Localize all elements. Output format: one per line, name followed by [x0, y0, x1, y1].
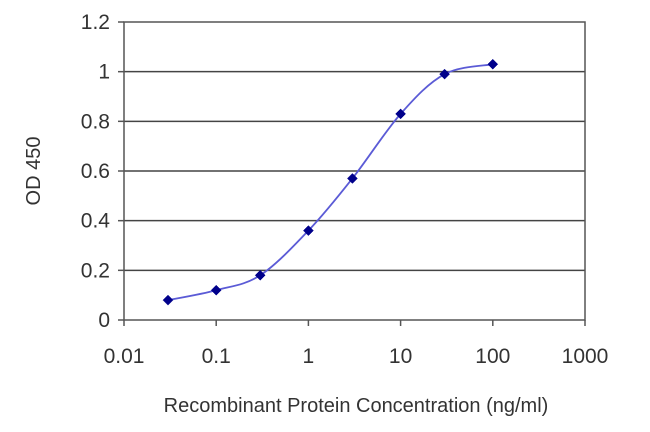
- x-tick-label: 10: [389, 345, 412, 368]
- x-axis-ticks: 0.01 0.1 1 10 100 1000: [104, 320, 609, 368]
- y-tick-label: 0.2: [81, 259, 110, 282]
- data-point: [303, 225, 314, 236]
- data-point: [254, 269, 266, 281]
- series: [162, 58, 499, 306]
- x-axis-label: Recombinant Protein Concentration (ng/ml…: [164, 395, 549, 417]
- x-tick-label: 100: [475, 345, 510, 368]
- y-tick-label: 0: [98, 309, 110, 332]
- y-axis-ticks: 0 0.2 0.4 0.6 0.8 1 1.2: [81, 11, 124, 332]
- y-tick-label: 0.6: [81, 160, 110, 183]
- data-point: [439, 68, 450, 80]
- data-point: [395, 108, 406, 120]
- series-line: [167, 63, 493, 302]
- data-point: [210, 284, 222, 296]
- y-tick-label: 1: [98, 61, 110, 84]
- x-tick-label: 0.1: [202, 345, 231, 368]
- grid-lines: [124, 70, 585, 272]
- x-tick-label: 1000: [562, 345, 609, 368]
- x-tick-label: 1: [303, 345, 315, 368]
- x-tick-label: 0.01: [104, 345, 145, 368]
- y-tick-label: 1.2: [81, 11, 110, 34]
- data-point: [162, 294, 174, 306]
- data-point: [347, 173, 358, 184]
- y-axis-label: OD 450: [23, 137, 45, 206]
- y-tick-label: 0.8: [81, 110, 110, 133]
- y-tick-label: 0.4: [81, 210, 111, 233]
- data-point: [487, 58, 499, 70]
